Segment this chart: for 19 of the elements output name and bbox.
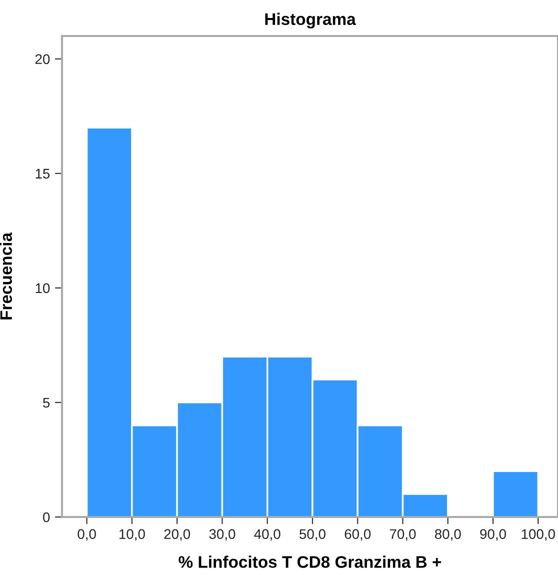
- y-tick-label: 10: [36, 283, 50, 294]
- y-tick-label: 20: [35, 54, 50, 64]
- x-tick-label: 60,0: [344, 529, 371, 541]
- x-tick-label: 70,0: [390, 529, 416, 541]
- x-tick-label: 90,0: [480, 529, 506, 541]
- chart-title: Histograma: [265, 12, 356, 28]
- x-axis-title: % Linfocitos T CD8 Granzima B +: [178, 556, 442, 568]
- y-axis-title: Frecuencia: [0, 232, 12, 320]
- y-tick-label: 0: [43, 512, 50, 522]
- x-tick-label: 0,0: [78, 529, 96, 541]
- x-tick-label: 10,0: [120, 529, 145, 541]
- y-tick-label: 5: [43, 398, 50, 408]
- y-tick-label: 15: [36, 168, 50, 179]
- x-tick-label: 40,0: [254, 529, 280, 541]
- x-tick-label: 100,0: [522, 529, 555, 541]
- x-tick-label: 80,0: [434, 529, 461, 541]
- x-tick-label: 30,0: [209, 529, 236, 541]
- x-tick-label: 50,0: [300, 529, 326, 541]
- x-tick-label: 20,0: [164, 529, 190, 541]
